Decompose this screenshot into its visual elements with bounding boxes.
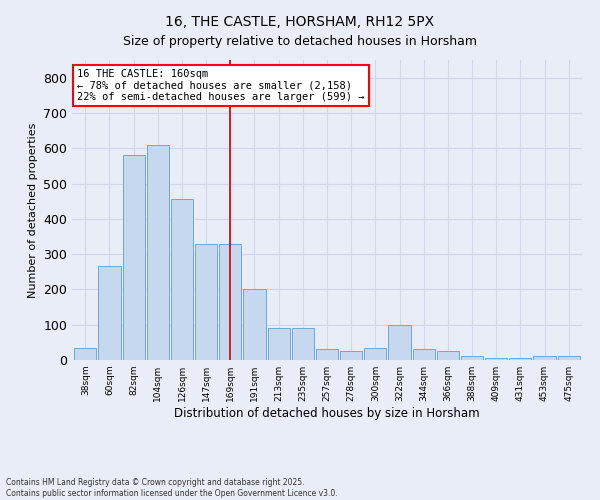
Bar — [292, 328, 314, 360]
Bar — [146, 144, 169, 360]
Bar — [509, 358, 532, 360]
Bar — [122, 156, 145, 360]
Text: 16, THE CASTLE, HORSHAM, RH12 5PX: 16, THE CASTLE, HORSHAM, RH12 5PX — [166, 15, 434, 29]
Bar — [533, 356, 556, 360]
Text: Size of property relative to detached houses in Horsham: Size of property relative to detached ho… — [123, 35, 477, 48]
Bar — [413, 350, 435, 360]
Bar — [98, 266, 121, 360]
Bar — [340, 351, 362, 360]
Bar — [364, 348, 386, 360]
X-axis label: Distribution of detached houses by size in Horsham: Distribution of detached houses by size … — [174, 407, 480, 420]
Bar — [461, 356, 483, 360]
Bar — [437, 351, 459, 360]
Bar — [388, 324, 410, 360]
Bar — [244, 290, 266, 360]
Bar — [195, 244, 217, 360]
Bar — [268, 328, 290, 360]
Text: Contains HM Land Registry data © Crown copyright and database right 2025.
Contai: Contains HM Land Registry data © Crown c… — [6, 478, 338, 498]
Bar — [485, 358, 508, 360]
Bar — [557, 356, 580, 360]
Bar — [219, 244, 241, 360]
Text: 16 THE CASTLE: 160sqm
← 78% of detached houses are smaller (2,158)
22% of semi-d: 16 THE CASTLE: 160sqm ← 78% of detached … — [77, 69, 365, 102]
Bar — [316, 350, 338, 360]
Y-axis label: Number of detached properties: Number of detached properties — [28, 122, 38, 298]
Bar — [74, 348, 97, 360]
Bar — [171, 200, 193, 360]
